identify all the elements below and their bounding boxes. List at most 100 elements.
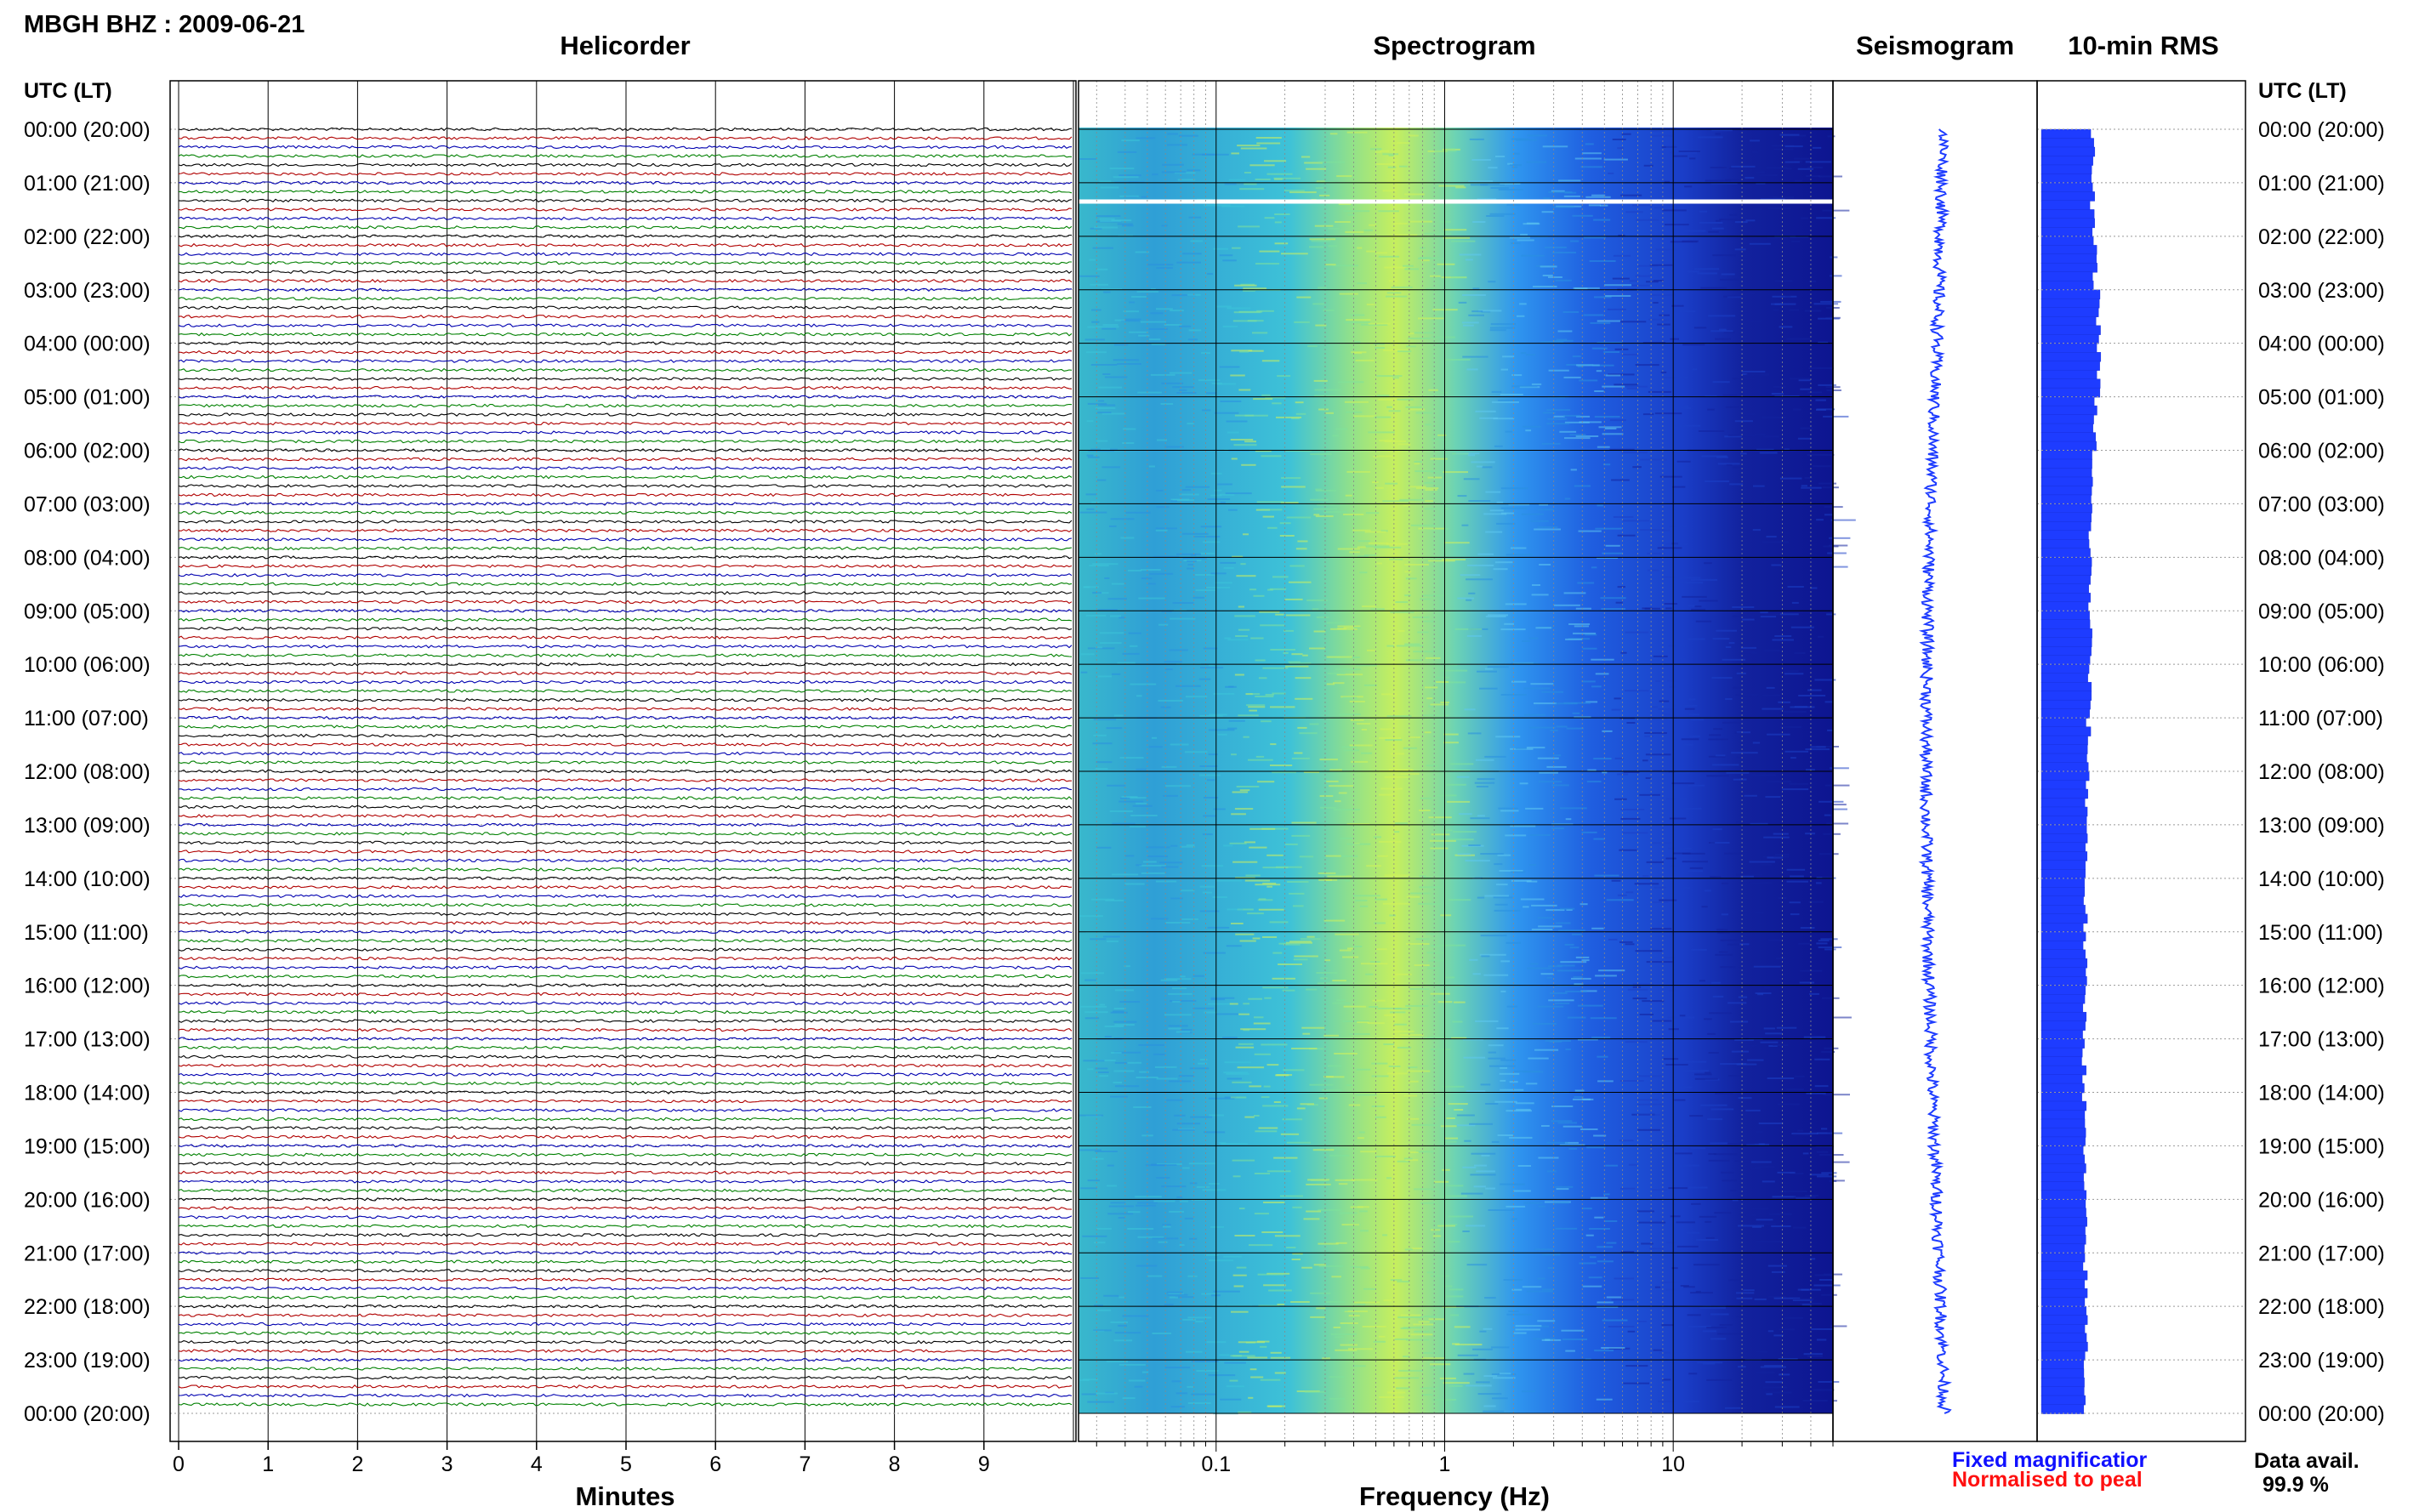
- spectrogram-cell: [1702, 1330, 1717, 1333]
- spectrogram-cell: [1449, 838, 1474, 841]
- spectrogram-cell: [1546, 765, 1567, 768]
- spectrogram-cell: [1773, 309, 1779, 311]
- spectrogram-cell: [1699, 221, 1723, 224]
- spectrogram-cell: [1346, 1084, 1352, 1087]
- spectrogram-cell: [1485, 531, 1503, 533]
- spectrogram-cell: [1096, 846, 1112, 849]
- spectrogram-cell: [1406, 943, 1430, 945]
- spectrogram-cell: [1263, 1202, 1285, 1203]
- spectrogram-cell: [1238, 1411, 1252, 1413]
- spectrogram-cell: [1170, 310, 1184, 312]
- spectrogram-cell: [1581, 680, 1596, 683]
- spectrogram-cell: [1632, 204, 1653, 207]
- spectrogram-cell: [1762, 1180, 1775, 1183]
- spectrogram-cell: [1674, 1099, 1686, 1101]
- spectrogram-cell: [1290, 1301, 1310, 1303]
- spectrogram-cell: [1786, 868, 1806, 871]
- spectrogram-cell: [1494, 903, 1508, 906]
- spectrogram-cell: [1343, 749, 1359, 752]
- spectrogram-cell: [1203, 797, 1219, 799]
- spectrogram-cell: [1472, 221, 1486, 223]
- helicorder-trace: [178, 180, 1073, 185]
- spectrogram-cell: [1665, 224, 1689, 226]
- spectrogram-cell: [1559, 1144, 1585, 1146]
- spectrogram-cell: [1691, 608, 1706, 611]
- spectrogram-cell: [1410, 1333, 1433, 1336]
- spectrogram-cell: [1565, 638, 1583, 640]
- spectrogram-cell: [1810, 587, 1818, 589]
- spectrogram-cell: [1773, 1044, 1789, 1046]
- spectrogram-cell: [1320, 977, 1328, 980]
- spectrogram-cell: [1226, 1072, 1249, 1075]
- spectrogram-cell: [1538, 781, 1562, 783]
- spectrogram-cell: [1394, 822, 1409, 825]
- spectrogram-cell: [1493, 568, 1508, 571]
- spectrogram-cell: [1431, 945, 1448, 947]
- spectrogram-cell: [1164, 324, 1182, 326]
- spectrogram-cell: [1672, 409, 1681, 412]
- spectrogram-cell: [1275, 866, 1302, 868]
- helicorder-trace: [178, 1357, 1073, 1362]
- spectrogram-cell: [1774, 395, 1800, 397]
- spectrogram-cell: [1316, 972, 1338, 974]
- rms-bar: [2040, 1217, 2087, 1227]
- spectrogram-cell: [1670, 1215, 1681, 1218]
- spectrogram-cell: [1740, 646, 1756, 649]
- spectrogram-cell: [1734, 248, 1746, 251]
- spectrogram-cell: [1738, 996, 1748, 998]
- spectrogram-cell: [1156, 880, 1177, 883]
- spectrogram-cell: [1809, 1258, 1816, 1260]
- rms-bar: [2040, 396, 2095, 406]
- spectrogram-cell: [1732, 606, 1755, 608]
- spectrogram-cell: [1546, 423, 1570, 425]
- spectrogram-cell: [1264, 160, 1287, 162]
- spectrogram-cell: [1247, 912, 1264, 915]
- spectrogram-cell: [1688, 605, 1695, 607]
- spectrogram-cell: [1125, 511, 1151, 514]
- spectrogram-cell: [1511, 138, 1529, 140]
- spectrogram-cell: [1522, 1286, 1542, 1288]
- spectrogram-cell: [1172, 1128, 1195, 1131]
- rms-bar: [2040, 1011, 2087, 1022]
- spectrogram-cell: [1571, 977, 1591, 980]
- spectrogram-cell: [1433, 1180, 1449, 1183]
- helicorder-trace: [178, 1144, 1073, 1148]
- spectrogram-cell: [1740, 875, 1754, 878]
- helicorder-trace: [178, 956, 1073, 961]
- spectrogram-cell: [1383, 1043, 1395, 1045]
- spectrogram-cell: [1566, 909, 1573, 911]
- spectrogram-cell: [1666, 1242, 1679, 1244]
- spectrogram-cell: [1374, 922, 1386, 924]
- spectrogram-cell: [1254, 1016, 1264, 1019]
- spectrogram-cell: [1404, 571, 1412, 573]
- spectrogram-cell: [1450, 276, 1467, 278]
- spectrogram-cell: [1689, 1115, 1704, 1117]
- spectrogram-cell: [1768, 1296, 1786, 1298]
- spectrogram-cell: [1649, 1248, 1664, 1250]
- spectrogram-cell: [1343, 627, 1354, 629]
- helicorder-trace: [178, 1250, 1073, 1255]
- spectrogram-cell: [1531, 904, 1557, 907]
- spectrogram-cell: [1209, 1259, 1234, 1262]
- spectrogram-cell: [1475, 759, 1494, 761]
- rms-bar: [2040, 780, 2086, 790]
- spectrogram-cell: [1546, 976, 1553, 979]
- spectrogram-cell: [1359, 1210, 1368, 1213]
- spectrogram-cell: [1291, 834, 1311, 837]
- spectrogram-cell: [1538, 1205, 1545, 1208]
- spectrogram-cell: [1506, 1005, 1518, 1008]
- spectrogram-cell: [1740, 452, 1747, 455]
- spectrogram-cell: [1273, 1101, 1281, 1103]
- rms-bar: [2040, 316, 2097, 327]
- spectrogram-cell: [1749, 882, 1772, 884]
- spectrogram-cell: [1565, 990, 1587, 992]
- spectrogram-cell: [1371, 1106, 1385, 1107]
- spectrogram-cell: [1621, 133, 1631, 135]
- spectrogram-cell: [1249, 164, 1275, 167]
- spectrogram-cell: [1336, 999, 1346, 1002]
- spectrogram-cell: [1357, 540, 1370, 543]
- spectrogram-cell: [1793, 1298, 1814, 1300]
- spectrogram-cell: [1500, 487, 1528, 490]
- rms-bar: [2040, 1181, 2085, 1191]
- spectrogram-cell: [1326, 780, 1339, 782]
